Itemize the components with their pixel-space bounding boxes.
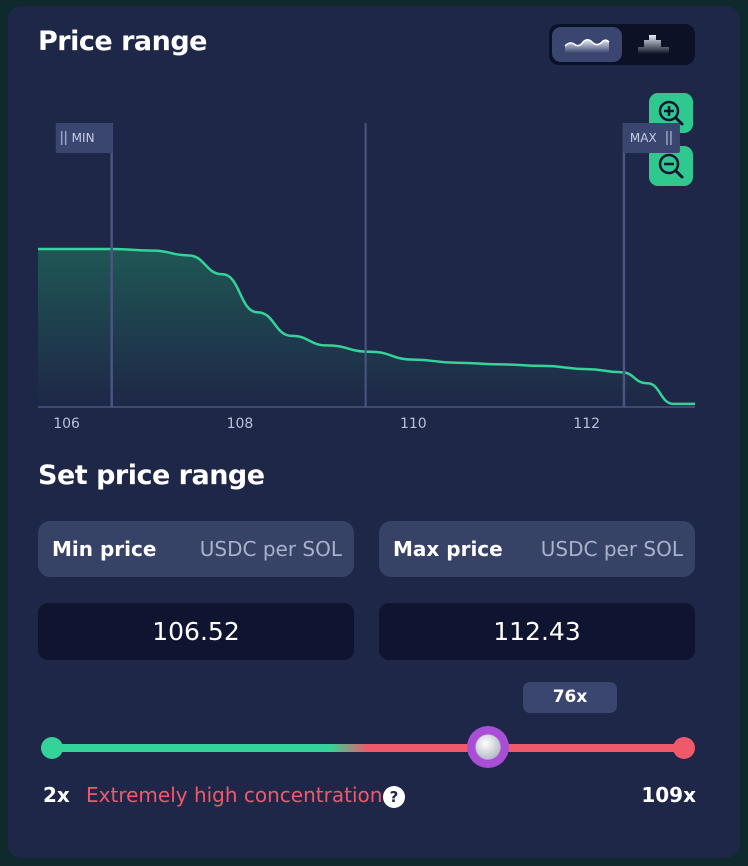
x-tick-label: 106	[53, 416, 80, 432]
max-price-header: Max price USDC per SOL	[379, 521, 695, 577]
max-price-input[interactable]: 112.43	[379, 603, 695, 660]
min-handle[interactable]: MIN	[55, 123, 113, 407]
slider-max-dot	[673, 737, 695, 759]
zoom-out-icon	[658, 153, 684, 179]
x-tick-label: 112	[573, 416, 600, 432]
leverage-min-label: 2x	[43, 783, 70, 807]
page-title: Price range	[38, 26, 207, 57]
set-price-range-heading: Set price range	[38, 460, 265, 491]
min-price-label: Min price	[52, 537, 157, 561]
leverage-max-label: 109x	[641, 783, 696, 807]
help-icon[interactable]: ?	[383, 786, 405, 808]
min-price-header: Min price USDC per SOL	[38, 521, 354, 577]
area-chart-icon	[564, 39, 610, 53]
leverage-value-badge: 76x	[523, 682, 617, 713]
max-handle[interactable]: MAX	[622, 123, 680, 407]
concentration-warning: Extremely high concentration	[86, 783, 383, 807]
area-chart-option[interactable]	[552, 27, 622, 62]
x-tick-label: 110	[400, 416, 427, 432]
zoom-in-icon	[658, 100, 684, 126]
chart-type-toggle[interactable]	[549, 24, 695, 65]
max-price-unit: USDC per SOL	[540, 537, 683, 561]
liquidity-line	[38, 247, 695, 406]
max-price-label: Max price	[393, 537, 503, 561]
min-handle-label: MIN	[72, 131, 95, 145]
x-tick-label: 108	[227, 416, 254, 432]
slider-thumb-knob	[476, 735, 501, 759]
histogram-icon	[638, 35, 669, 54]
max-handle-label: MAX	[630, 131, 657, 145]
slider-min-dot	[41, 737, 63, 759]
price-range-panel	[8, 6, 740, 858]
histogram-option[interactable]	[622, 27, 692, 62]
liquidity-chart: 106 108 110 112 MIN MAX	[38, 123, 695, 432]
leverage-slider-track[interactable]	[52, 744, 684, 752]
min-price-input[interactable]: 106.52	[38, 603, 354, 660]
liquidity-area	[38, 249, 695, 407]
leverage-slider-thumb[interactable]	[467, 726, 510, 768]
min-price-unit: USDC per SOL	[199, 537, 342, 561]
